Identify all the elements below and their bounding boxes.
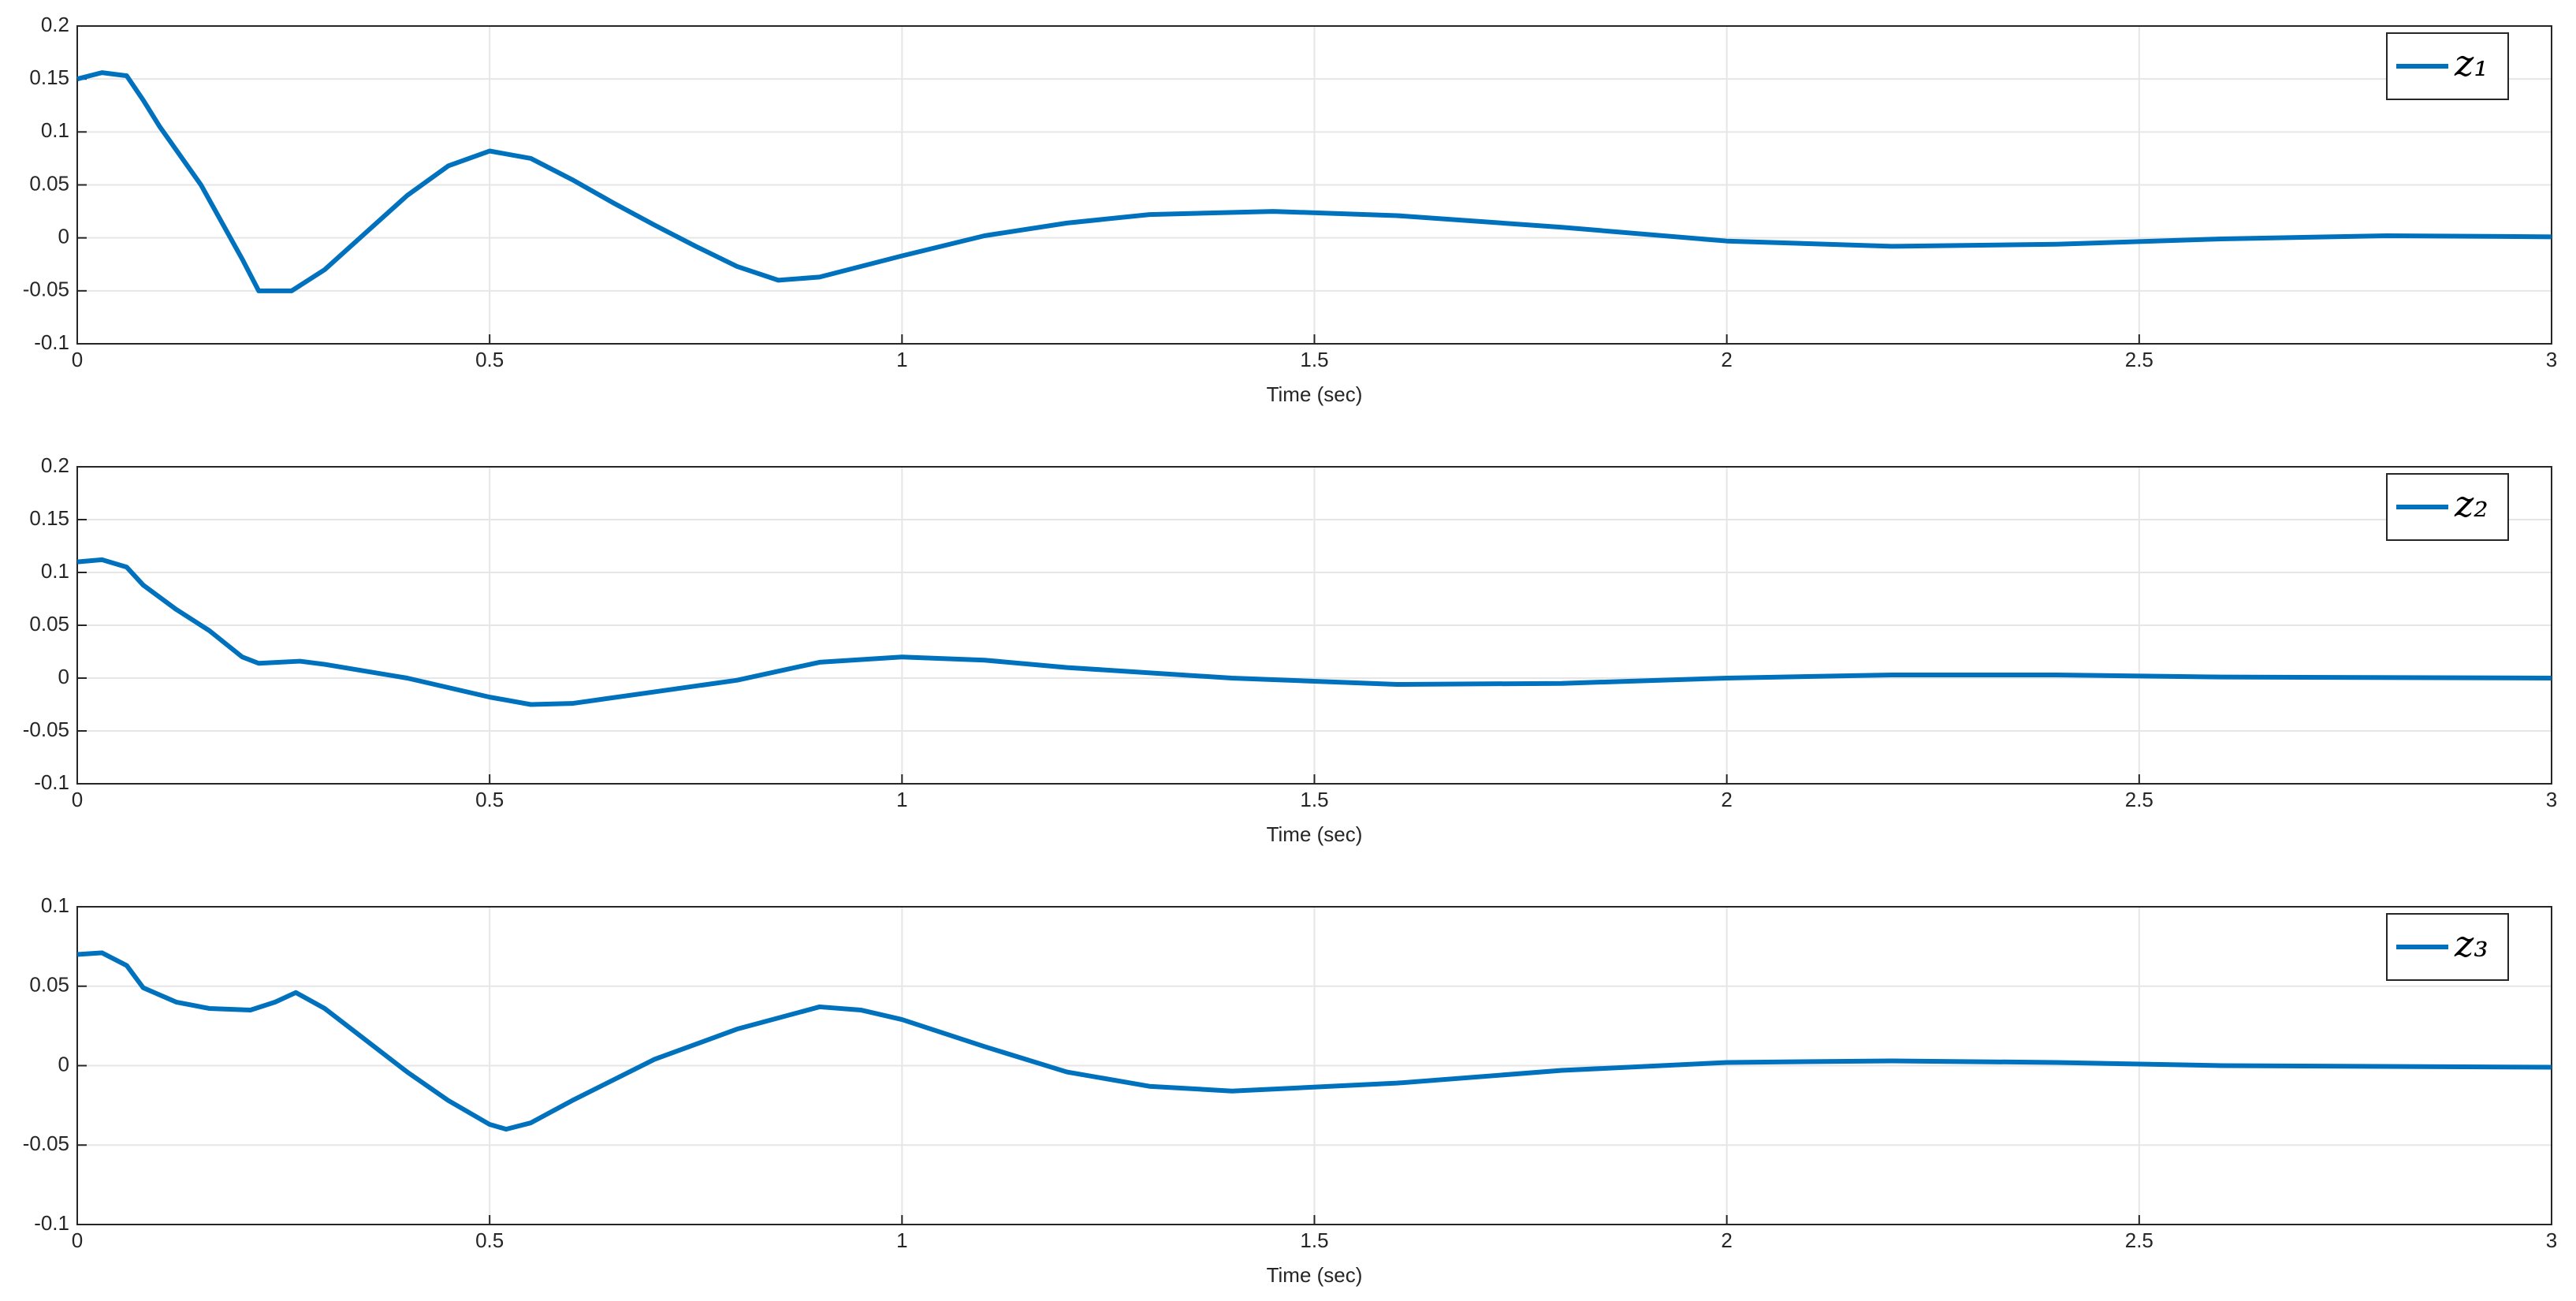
y-tick-label: 0: [58, 1052, 69, 1075]
y-tick-label: -0.05: [23, 1131, 69, 1155]
y-tick-label: -0.1: [34, 1211, 69, 1235]
x-tick-label: 1.5: [1300, 788, 1328, 811]
x-tick-label: 1: [896, 788, 907, 811]
x-tick-label: 3: [2546, 788, 2557, 811]
y-tick-label: 0.15: [29, 65, 69, 89]
x-axis-label: Time (sec): [1267, 382, 1363, 406]
x-tick-label: 2: [1721, 348, 1732, 371]
x-tick-label: 0.5: [475, 788, 504, 811]
y-tick-label: 0: [58, 665, 69, 688]
x-tick-label: 0: [72, 1228, 83, 1252]
y-tick-label: -0.05: [23, 278, 69, 301]
x-tick-label: 1.5: [1300, 348, 1328, 371]
y-tick-label: 0.15: [29, 506, 69, 530]
y-tick-label: -0.1: [34, 330, 69, 354]
y-tick-label: 0.2: [41, 13, 69, 36]
x-axis-label: Time (sec): [1267, 822, 1363, 846]
x-tick-label: 0.5: [475, 1228, 504, 1252]
y-tick-label: 0.2: [41, 453, 69, 477]
x-tick-label: 3: [2546, 348, 2557, 371]
x-tick-label: 2: [1721, 788, 1732, 811]
x-tick-label: 1: [896, 1228, 907, 1252]
x-tick-label: 0: [72, 348, 83, 371]
y-tick-label: -0.05: [23, 718, 69, 741]
x-tick-label: 0.5: [475, 348, 504, 371]
y-tick-label: 0.1: [41, 893, 69, 917]
y-tick-label: 0.1: [41, 118, 69, 142]
legend-label: z₃: [2454, 923, 2489, 965]
axes-box: [76, 25, 2552, 345]
x-tick-label: 1.5: [1300, 1228, 1328, 1252]
y-tick-label: 0.1: [41, 559, 69, 583]
data-line: [76, 70, 2552, 293]
x-tick-label: 0: [72, 788, 83, 811]
y-tick-label: 0.05: [29, 612, 69, 636]
y-tick-label: 0.05: [29, 171, 69, 195]
x-tick-label: 3: [2546, 1228, 2557, 1252]
legend-label: z₂: [2454, 483, 2489, 525]
axes-box: [76, 466, 2552, 785]
x-tick-label: 2.5: [2125, 348, 2153, 371]
data-line: [76, 950, 2552, 1132]
x-tick-label: 1: [896, 348, 907, 371]
x-axis-label: Time (sec): [1267, 1263, 1363, 1287]
legend-label: z₁: [2454, 42, 2489, 84]
data-line: [76, 557, 2552, 707]
x-tick-label: 2.5: [2125, 1228, 2153, 1252]
y-tick-label: 0: [58, 225, 69, 248]
x-tick-label: 2: [1721, 1228, 1732, 1252]
x-tick-label: 2.5: [2125, 788, 2153, 811]
y-tick-label: -0.1: [34, 770, 69, 794]
y-tick-label: 0.05: [29, 973, 69, 997]
